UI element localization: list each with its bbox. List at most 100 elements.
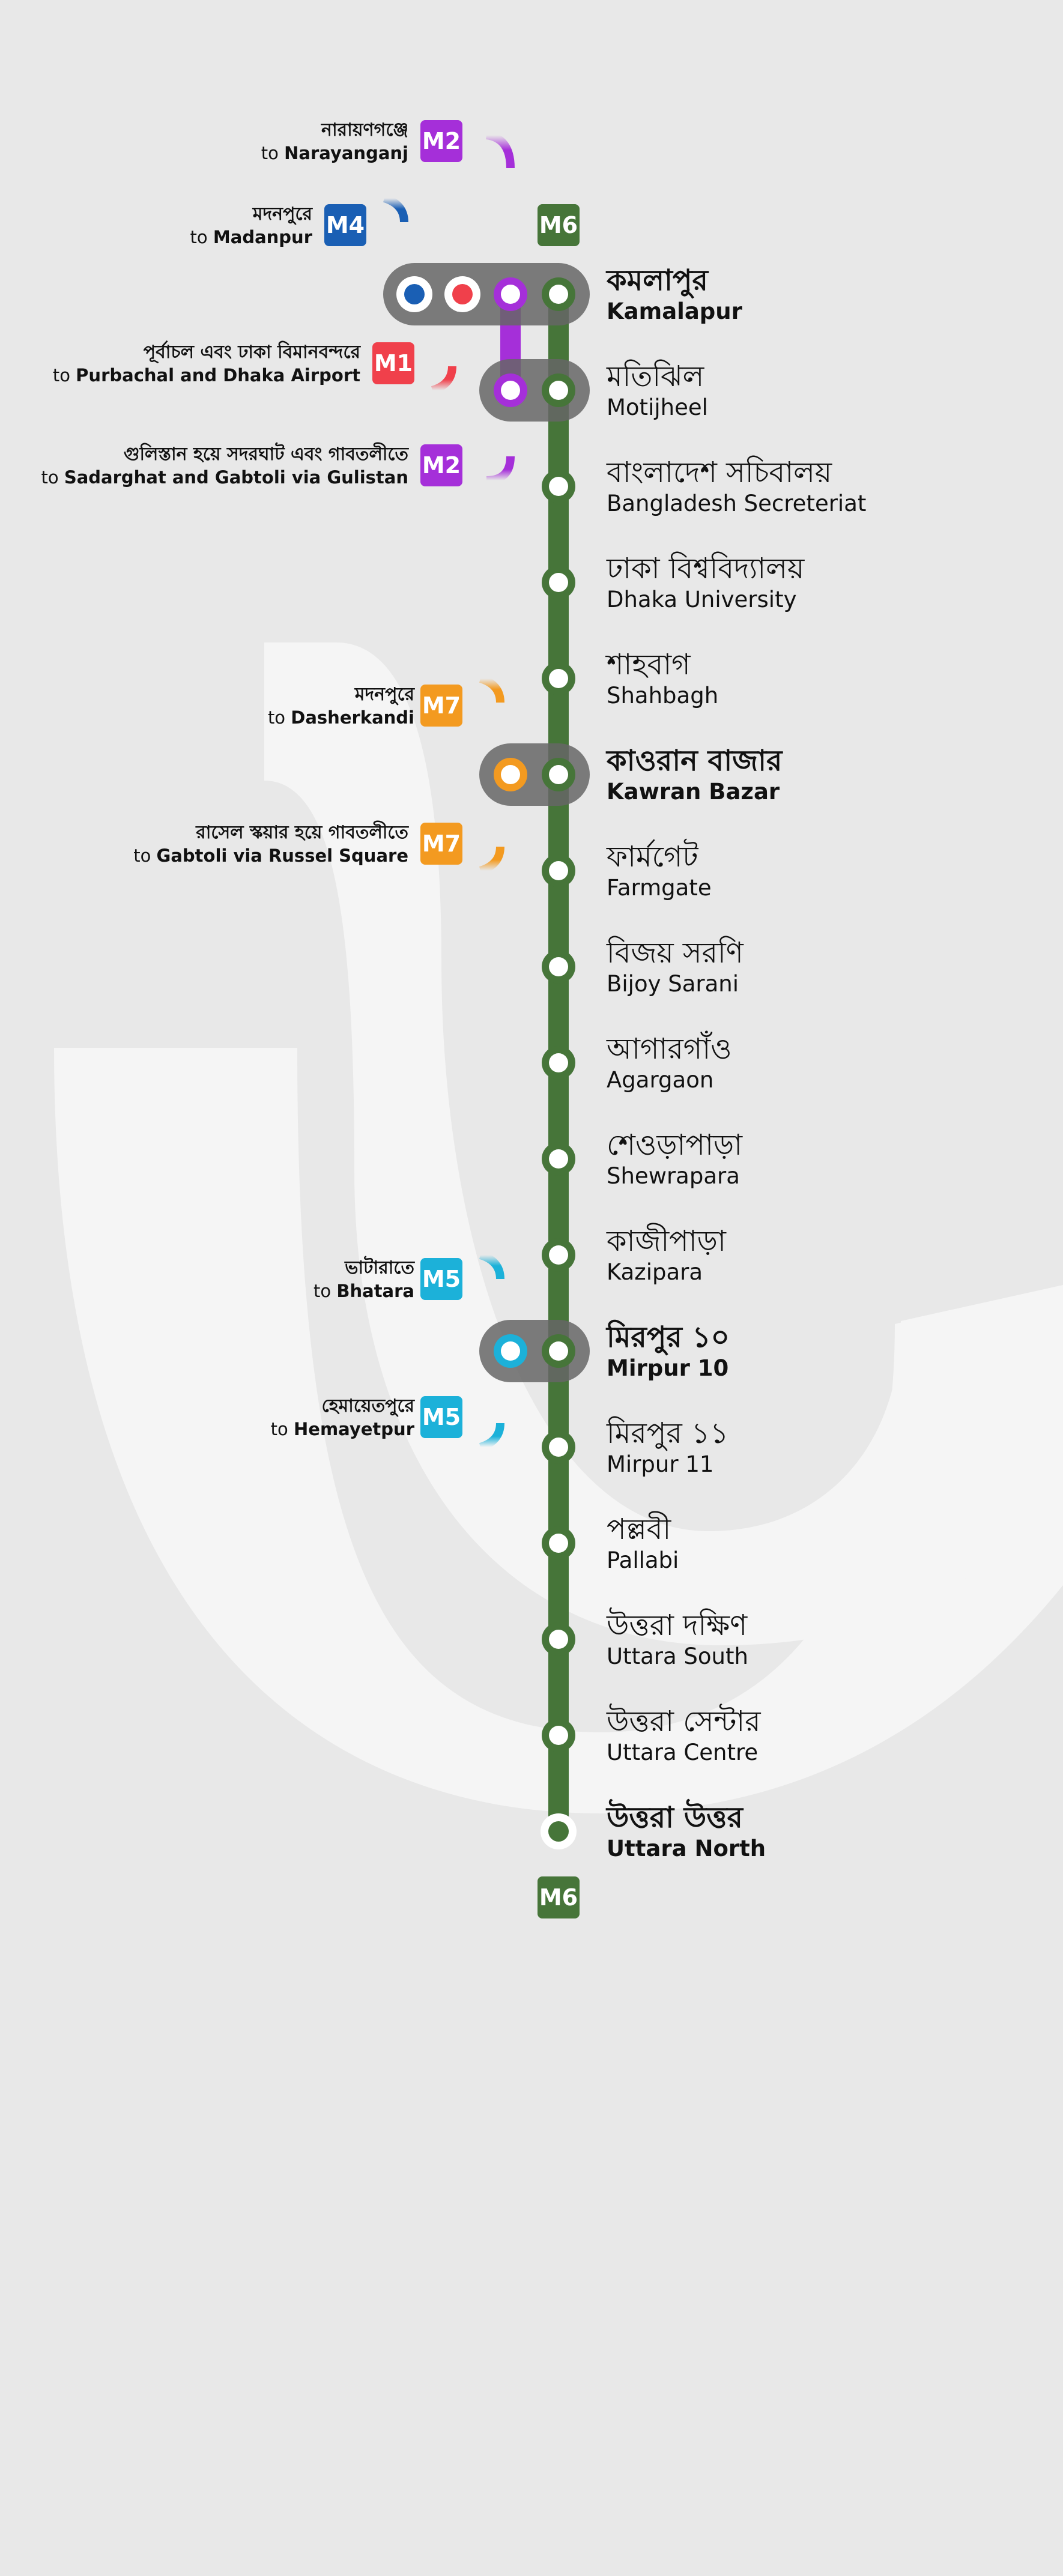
m4-branch-flare [383, 194, 408, 223]
m2-branch-south-flare [486, 456, 515, 485]
branch-destination-en: to Madanpur [190, 227, 312, 247]
branch-destination-en: to Purbachal and Dhaka Airport [52, 365, 360, 385]
station-label: মিরপুর ১১ Mirpur 11 [607, 1416, 728, 1478]
branch-label: মদনপুরে to Madanpur [190, 203, 312, 249]
station-name-bn: আগারগাঁও [607, 1032, 732, 1066]
station-name-en: Uttara North [607, 1836, 766, 1861]
station-label: শাহবাগ Shahbagh [607, 647, 718, 710]
station-name-en: Uttara Centre [607, 1740, 759, 1765]
branch-destination-bn: মদনপুরে [252, 204, 312, 225]
station-dot-center [549, 477, 568, 496]
branch-badge: M5 [420, 1258, 462, 1300]
station-name-bn: উত্তরা দক্ষিণ [607, 1609, 748, 1642]
station-label: বিজয় সরণি Bijoy Sarani [607, 936, 743, 998]
branch-destination-bn: নারায়ণগঞ্জে [321, 119, 408, 141]
branch-destination-en: to Sadarghat and Gabtoli via Gulistan [41, 467, 408, 488]
station-label: উত্তরা সেন্টার Uttara Centre [607, 1704, 761, 1767]
station-name-en: Mirpur 11 [607, 1451, 714, 1477]
m1-branch-flare [431, 366, 456, 395]
station-label: মতিঝিল Motijheel [607, 359, 708, 422]
branch-destination-bn: গুলিস্তান হয়ে সদরঘাট এবং গাবতলীতে [123, 444, 408, 465]
station-label: উত্তরা দক্ষিণ Uttara South [607, 1608, 748, 1670]
branch-badge: M2 [420, 444, 462, 486]
station-name-bn: বাংলাদেশ সচিবালয় [607, 456, 832, 489]
station-name-bn: ফার্মগেট [607, 840, 698, 874]
branch-label: মদনপুরে to Dasherkandi [268, 683, 414, 729]
station-label: উত্তরা উত্তর Uttara North [607, 1800, 766, 1863]
branch-label: হেমায়েতপুরে to Hemayetpur [271, 1395, 414, 1441]
station-dot-center [549, 957, 568, 976]
watermark-stroke [264, 642, 1063, 1645]
station-label: বাংলাদেশ সচিবালয় Bangladesh Secreteriat [607, 455, 866, 518]
interchange-kamalapur [383, 263, 590, 325]
station-dot-center [549, 765, 568, 784]
station-name-en: Farmgate [607, 875, 712, 901]
branch-destination-en: to Gabtoli via Russel Square [133, 845, 408, 866]
station-name-bn: শেওড়াপাড়া [607, 1128, 743, 1162]
station-name-en: Kazipara [607, 1259, 703, 1285]
branch-label: ভাটারাতে to Bhatara [313, 1257, 414, 1302]
branch-badge: M5 [420, 1396, 462, 1438]
station-name-bn: শাহবাগ [607, 648, 691, 682]
station-dot-center [549, 573, 568, 592]
station-name-bn: ঢাকা বিশ্ববিদ্যালয় [607, 552, 805, 585]
m2-branch-north-flare [485, 131, 515, 169]
station-label: ঢাকা বিশ্ববিদ্যালয় Dhaka University [607, 551, 804, 614]
branch-destination-en: to Bhatara [313, 1281, 414, 1301]
m7-branch-north-flare [479, 674, 504, 703]
station-name-bn: কাজীপাড়া [607, 1224, 726, 1258]
station-label: আগারগাঁও Agargaon [607, 1032, 731, 1094]
terminus-dot-center [548, 1821, 569, 1842]
branch-badge: M4 [324, 204, 366, 246]
branch-destination-bn: মদনপুরে [354, 684, 414, 705]
station-name-bn: মিরপুর ১১ [607, 1416, 729, 1450]
m7-branch-south-flare [479, 846, 504, 875]
station-dot-center [549, 1149, 568, 1169]
station-name-en: Mirpur 10 [607, 1355, 729, 1381]
station-dot-center [549, 1534, 568, 1553]
station-name-en: Kamalapur [607, 298, 742, 324]
station-label: কাজীপাড়া Kazipara [607, 1224, 726, 1286]
branch-destination-en: to Narayanganj [261, 143, 408, 163]
branch-destination-bn: হেমায়েতপুরে [321, 1395, 414, 1416]
line-badge-bottom: M6 [538, 1876, 580, 1918]
station-name-en: Bijoy Sarani [607, 971, 739, 997]
station-label: পল্লবী Pallabi [607, 1512, 679, 1574]
dot-mirpur10-m5-center [501, 1341, 520, 1361]
station-label: মিরপুর ১০ Mirpur 10 [607, 1320, 730, 1382]
station-label: ফার্মগেট Farmgate [607, 839, 712, 902]
dot-kamalapur-m4-center [404, 284, 425, 304]
station-name-bn: বিজয় সরণি [607, 936, 743, 970]
branch-destination-bn: ভাটারাতে [345, 1257, 414, 1278]
dot-kamalapur-m6-center [549, 285, 568, 304]
station-name-en: Agargaon [607, 1067, 714, 1093]
line-badge-top: M6 [538, 204, 580, 246]
branch-destination-en: to Hemayetpur [270, 1419, 414, 1439]
station-name-bn: উত্তরা উত্তর [607, 1801, 743, 1834]
station-name-en: Shahbagh [607, 683, 719, 709]
station-name-en: Uttara South [607, 1643, 748, 1669]
branch-label: পূর্বাচল এবং ঢাকা বিমানবন্দরে to Purbacha… [53, 341, 360, 387]
branch-destination-en: to Dasherkandi [267, 707, 414, 728]
branch-label: রাসেল স্কয়ার হয়ে গাবতলীতে to Gabtoli vi… [133, 821, 408, 867]
branch-label: নারায়ণগঞ্জে to Narayanganj [261, 119, 408, 165]
station-dot-center [549, 1341, 568, 1361]
station-label: কমলাপুর Kamalapur [607, 263, 742, 325]
station-dot-center [549, 669, 568, 688]
station-dot-center [549, 1053, 568, 1072]
station-dot-center [549, 1726, 568, 1745]
m5-branch-north-flare [479, 1251, 504, 1280]
station-name-bn: উত্তরা সেন্টার [607, 1705, 761, 1738]
station-label: শেওড়াপাড়া Shewrapara [607, 1128, 742, 1190]
station-label: কাওরান বাজার Kawran Bazar [607, 743, 782, 806]
branch-destination-bn: রাসেল স্কয়ার হয়ে গাবতলীতে [196, 822, 408, 843]
dot-kamalapur-m1-center [452, 284, 473, 304]
station-dot-center [549, 1245, 568, 1265]
station-name-en: Bangladesh Secreteriat [607, 491, 867, 516]
station-name-bn: কাওরান বাজার [607, 744, 783, 778]
station-dot-center [549, 1438, 568, 1457]
station-dot-center [549, 381, 568, 400]
station-name-en: Kawran Bazar [607, 779, 780, 805]
branch-destination-bn: পূর্বাচল এবং ঢাকা বিমানবন্দরে [143, 342, 360, 363]
